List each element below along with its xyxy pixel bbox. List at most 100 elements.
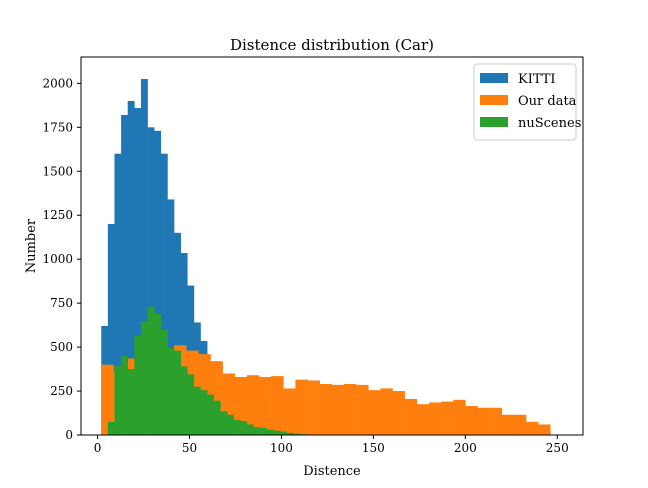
histogram-bar bbox=[227, 414, 234, 435]
histogram-bar bbox=[147, 127, 155, 435]
histogram-bar bbox=[107, 224, 115, 435]
histogram-bar bbox=[286, 432, 294, 435]
histogram-bar bbox=[154, 130, 162, 435]
histogram-bar bbox=[127, 100, 135, 435]
histogram-bar bbox=[180, 366, 188, 435]
series-nuscenes bbox=[107, 306, 307, 435]
histogram-bar bbox=[174, 350, 181, 435]
histogram-bar bbox=[331, 384, 345, 435]
legend-label: nuScenes bbox=[518, 116, 581, 131]
histogram-bar bbox=[193, 386, 201, 435]
histogram-bar bbox=[273, 430, 281, 435]
histogram-bar bbox=[319, 384, 333, 435]
histogram-bar bbox=[233, 420, 241, 435]
histogram-bar bbox=[441, 401, 454, 435]
legend-label: Our data bbox=[518, 94, 577, 109]
histogram-bar bbox=[343, 384, 357, 435]
y-tick-label: 1250 bbox=[42, 208, 73, 222]
legend-item: KITTI bbox=[480, 72, 556, 87]
histogram-bar bbox=[213, 400, 221, 435]
histogram-bar bbox=[167, 347, 175, 435]
histogram-bar bbox=[465, 405, 478, 435]
histogram-bar bbox=[307, 380, 320, 435]
y-tick-label: 2000 bbox=[42, 76, 73, 90]
x-tick-label: 50 bbox=[182, 441, 197, 455]
histogram-bar bbox=[416, 404, 430, 435]
histogram-bar bbox=[114, 365, 122, 435]
histogram-bar bbox=[271, 376, 284, 435]
x-tick-label: 150 bbox=[362, 441, 385, 455]
histogram-bar bbox=[140, 78, 148, 435]
axes-frame bbox=[80, 56, 584, 436]
y-tick-label: 500 bbox=[50, 340, 73, 354]
histogram-bar bbox=[453, 399, 466, 435]
legend-label: KITTI bbox=[518, 72, 556, 87]
histogram-bar bbox=[501, 414, 515, 435]
histogram-bar bbox=[107, 421, 115, 435]
histogram-bars bbox=[101, 78, 551, 436]
histogram-bar bbox=[121, 355, 129, 435]
chart-title: Distence distribution (Car) bbox=[230, 36, 434, 54]
histogram-bar bbox=[220, 411, 228, 435]
histogram-bar bbox=[428, 402, 442, 435]
histogram-bar bbox=[167, 199, 175, 435]
histogram-bar bbox=[160, 329, 168, 435]
histogram-bar bbox=[246, 375, 260, 435]
histogram-bar bbox=[127, 369, 135, 435]
histogram-bar bbox=[134, 335, 142, 435]
histogram-bar bbox=[259, 376, 272, 435]
y-tick-label: 750 bbox=[50, 296, 73, 310]
legend-swatch bbox=[480, 117, 508, 127]
y-tick-label: 250 bbox=[50, 384, 73, 398]
histogram-bar bbox=[147, 306, 155, 435]
histogram-bar bbox=[207, 394, 215, 435]
histogram-bar bbox=[174, 232, 181, 435]
y-axis-label: Number bbox=[24, 218, 39, 273]
x-tick-label: 200 bbox=[454, 441, 477, 455]
histogram-bar bbox=[295, 379, 308, 435]
histogram-bar bbox=[101, 364, 114, 435]
histogram-bar bbox=[266, 429, 274, 435]
histogram-bar bbox=[356, 384, 369, 435]
histogram-bar bbox=[114, 153, 122, 435]
histogram-bar bbox=[380, 388, 393, 435]
histogram-bar bbox=[279, 431, 287, 435]
histogram-bar bbox=[404, 398, 418, 435]
histogram-bar bbox=[260, 427, 268, 435]
histogram-bar bbox=[240, 420, 248, 435]
histogram-bar bbox=[526, 421, 539, 435]
histogram-bar bbox=[246, 424, 254, 435]
histogram-bar bbox=[121, 115, 129, 436]
histogram-bar bbox=[489, 407, 503, 435]
histogram-bar bbox=[368, 390, 381, 435]
x-axis-label: Distence bbox=[303, 464, 361, 479]
histogram-bar bbox=[160, 153, 168, 435]
y-tick-label: 1000 bbox=[42, 252, 73, 266]
y-tick-label: 0 bbox=[65, 428, 73, 442]
histogram-bar bbox=[477, 407, 490, 435]
legend-item: Our data bbox=[480, 94, 577, 109]
histogram-bar bbox=[180, 253, 188, 435]
histogram-bar bbox=[200, 390, 208, 435]
histogram-bar bbox=[392, 391, 405, 435]
histogram-bar bbox=[513, 414, 527, 435]
legend-swatch bbox=[480, 95, 508, 105]
x-tick-label: 0 bbox=[94, 441, 102, 455]
y-axis-ticks: 0 250 500 750 1000 1250 1500 1750 2000 bbox=[42, 76, 81, 442]
y-tick-label: 1500 bbox=[42, 164, 73, 178]
y-tick-label: 1750 bbox=[42, 120, 73, 134]
histogram-bar bbox=[293, 433, 301, 435]
histogram-bar bbox=[140, 321, 148, 435]
histogram-bar bbox=[187, 374, 195, 435]
legend-swatch bbox=[480, 73, 508, 83]
x-axis-ticks: 0 50 100 150 200 250 bbox=[94, 435, 569, 455]
histogram-bar bbox=[283, 388, 296, 435]
histogram-bar bbox=[134, 107, 142, 436]
legend-item: nuScenes bbox=[480, 116, 581, 131]
x-tick-label: 250 bbox=[546, 441, 569, 455]
legend: KITTI Our data nuScenes bbox=[473, 63, 581, 141]
histogram-bar bbox=[154, 313, 162, 435]
x-tick-label: 100 bbox=[270, 441, 293, 455]
histogram-bar bbox=[253, 427, 261, 435]
